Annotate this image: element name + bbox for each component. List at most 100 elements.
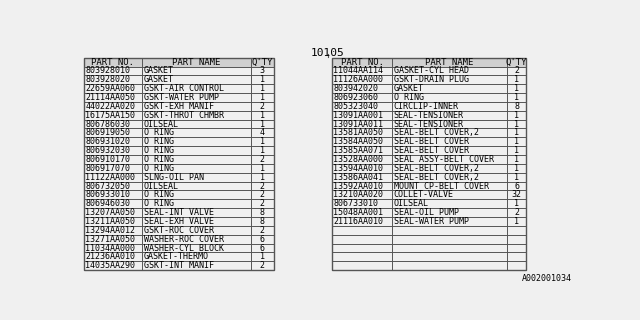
Text: 21236AA010: 21236AA010 [85, 252, 136, 261]
Text: O RING: O RING [143, 137, 173, 146]
Text: 1: 1 [260, 252, 264, 261]
Text: COLLET-VALVE: COLLET-VALVE [394, 190, 454, 199]
Text: 806919050: 806919050 [85, 128, 131, 137]
Text: 2: 2 [260, 226, 264, 235]
Text: GSKT-DRAIN PLUG: GSKT-DRAIN PLUG [394, 75, 469, 84]
Text: GASKET-CYL HEAD: GASKET-CYL HEAD [394, 67, 469, 76]
Text: SEAL ASSY-BELT COVER: SEAL ASSY-BELT COVER [394, 155, 494, 164]
Text: SLNG-OIL PAN: SLNG-OIL PAN [143, 173, 204, 182]
Text: GSKT-WATER PUMP: GSKT-WATER PUMP [143, 93, 218, 102]
Text: WASHER-CYL BLOCK: WASHER-CYL BLOCK [143, 244, 223, 252]
Text: GASKET: GASKET [143, 75, 173, 84]
Text: 1: 1 [514, 120, 519, 129]
Text: 21116AA010: 21116AA010 [333, 217, 383, 226]
Text: Q'TY: Q'TY [252, 58, 273, 67]
Text: 3: 3 [260, 67, 264, 76]
Text: 11034AA000: 11034AA000 [85, 244, 136, 252]
Text: 1: 1 [514, 111, 519, 120]
Text: 13091AA001: 13091AA001 [333, 111, 383, 120]
Text: SEAL-BELT COVER,2: SEAL-BELT COVER,2 [394, 164, 479, 173]
Text: SEAL-INT VALVE: SEAL-INT VALVE [143, 208, 214, 217]
Text: 2: 2 [260, 199, 264, 208]
Text: 11044AA114: 11044AA114 [333, 67, 383, 76]
Text: 1: 1 [514, 199, 519, 208]
Text: PART NO.: PART NO. [92, 58, 134, 67]
Text: 13594AA010: 13594AA010 [333, 164, 383, 173]
Text: 13271AA050: 13271AA050 [85, 235, 136, 244]
Text: 2: 2 [260, 181, 264, 190]
Text: 13091AA011: 13091AA011 [333, 120, 383, 129]
Text: SEAL-TENSIONER: SEAL-TENSIONER [394, 120, 464, 129]
Text: 806931020: 806931020 [85, 137, 131, 146]
Bar [332, 58, 526, 67]
Text: 2: 2 [514, 67, 519, 76]
Text: 13528AA000: 13528AA000 [333, 155, 383, 164]
Text: O RING: O RING [143, 128, 173, 137]
Text: 22659AA060: 22659AA060 [85, 84, 136, 93]
Text: 6: 6 [514, 181, 519, 190]
Text: 1: 1 [260, 84, 264, 93]
Text: 2: 2 [260, 190, 264, 199]
Text: SEAL-BELT COVER: SEAL-BELT COVER [394, 146, 469, 155]
Text: MOUNT CP-BELT COVER: MOUNT CP-BELT COVER [394, 181, 489, 190]
Text: OILSEAL: OILSEAL [143, 181, 179, 190]
Text: OILSEAL: OILSEAL [394, 199, 429, 208]
Text: 13584AA050: 13584AA050 [333, 137, 383, 146]
Text: 1: 1 [514, 137, 519, 146]
Text: 44022AA020: 44022AA020 [85, 102, 136, 111]
Text: 4: 4 [260, 128, 264, 137]
Text: GSKT-ROC COVER: GSKT-ROC COVER [143, 226, 214, 235]
Text: 1: 1 [514, 155, 519, 164]
Text: WASHER-ROC COVER: WASHER-ROC COVER [143, 235, 223, 244]
Text: SEAL-BELT COVER,2: SEAL-BELT COVER,2 [394, 128, 479, 137]
Text: 11126AA000: 11126AA000 [333, 75, 383, 84]
Text: O RING: O RING [143, 146, 173, 155]
Text: 1: 1 [514, 128, 519, 137]
Text: 8: 8 [260, 208, 264, 217]
Text: O RING: O RING [143, 164, 173, 173]
Text: GSKT-INT MANIF: GSKT-INT MANIF [143, 261, 214, 270]
Text: SEAL-BELT COVER: SEAL-BELT COVER [394, 137, 469, 146]
Text: SEAL-BELT COVER,2: SEAL-BELT COVER,2 [394, 173, 479, 182]
Text: 13581AA050: 13581AA050 [333, 128, 383, 137]
Text: 21114AA050: 21114AA050 [85, 93, 136, 102]
Text: 8: 8 [260, 217, 264, 226]
Text: PART NO.: PART NO. [340, 58, 383, 67]
Text: 803942020: 803942020 [333, 84, 378, 93]
Text: 806923060: 806923060 [333, 93, 378, 102]
Text: 2: 2 [260, 155, 264, 164]
Text: 13586AA041: 13586AA041 [333, 173, 383, 182]
Text: GASKET: GASKET [143, 67, 173, 76]
Text: 806786030: 806786030 [85, 120, 131, 129]
Text: 1: 1 [260, 146, 264, 155]
Text: 806732050: 806732050 [85, 181, 131, 190]
Text: 1: 1 [260, 164, 264, 173]
Text: GSKT-EXH MANIF: GSKT-EXH MANIF [143, 102, 214, 111]
Text: 1: 1 [514, 84, 519, 93]
Text: 1: 1 [260, 111, 264, 120]
Text: 2: 2 [260, 261, 264, 270]
Text: 1: 1 [260, 173, 264, 182]
Text: Q'TY: Q'TY [506, 58, 527, 67]
Text: CIRCLIP-INNER: CIRCLIP-INNER [394, 102, 459, 111]
Text: 16175AA150: 16175AA150 [85, 111, 136, 120]
Text: 13211AA050: 13211AA050 [85, 217, 136, 226]
Text: SEAL-EXH VALVE: SEAL-EXH VALVE [143, 217, 214, 226]
Text: 806933010: 806933010 [85, 190, 131, 199]
Text: 14035AA290: 14035AA290 [85, 261, 136, 270]
Text: 11122AA000: 11122AA000 [85, 173, 136, 182]
Bar [332, 58, 526, 270]
Text: 806946030: 806946030 [85, 199, 131, 208]
Text: 803928020: 803928020 [85, 75, 131, 84]
Text: 1: 1 [514, 217, 519, 226]
Text: GASKET: GASKET [394, 84, 424, 93]
Text: 13592AA010: 13592AA010 [333, 181, 383, 190]
Text: 1: 1 [514, 173, 519, 182]
Text: GSKT-AIR CONTROL: GSKT-AIR CONTROL [143, 84, 223, 93]
Text: 805323040: 805323040 [333, 102, 378, 111]
Text: 806917070: 806917070 [85, 164, 131, 173]
Text: O RING: O RING [143, 190, 173, 199]
Bar [84, 58, 274, 270]
Text: 1: 1 [260, 120, 264, 129]
Text: 806932030: 806932030 [85, 146, 131, 155]
